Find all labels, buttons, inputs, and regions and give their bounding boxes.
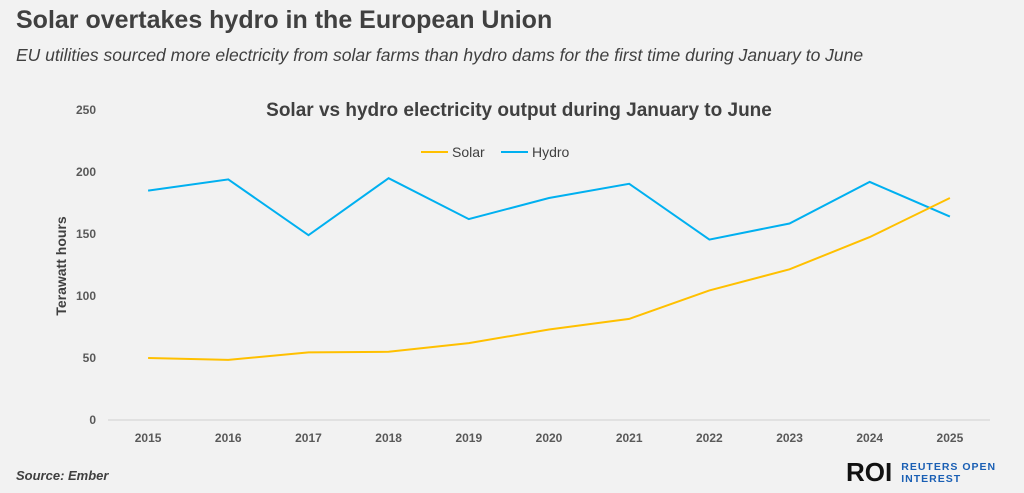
reuters-open-interest-logo: ROI REUTERS OPEN INTEREST	[846, 457, 996, 488]
x-tick-label: 2021	[616, 431, 643, 445]
logo-line-2: INTEREST	[901, 472, 962, 485]
x-tick-label: 2019	[455, 431, 482, 445]
x-tick-label: 2023	[776, 431, 803, 445]
series-line-hydro	[147, 177, 951, 241]
x-tick-label: 2016	[215, 431, 242, 445]
x-tick-label: 2022	[696, 431, 723, 445]
x-tick-label: 2017	[295, 431, 322, 445]
series-points-hydro	[146, 176, 952, 241]
logo-line-1: REUTERS OPEN	[901, 460, 997, 473]
logo-wordmark: REUTERS OPEN INTEREST	[901, 461, 996, 485]
y-tick-label: 200	[76, 165, 96, 179]
headline: Solar overtakes hydro in the European Un…	[16, 6, 553, 34]
y-axis-label: Terawatt hours	[53, 216, 69, 316]
series-points-solar	[146, 196, 952, 362]
series-line-solar	[148, 197, 951, 361]
logo-mark: ROI	[846, 457, 893, 487]
x-tick-label: 2025	[937, 431, 964, 445]
y-tick-label: 0	[89, 413, 96, 427]
x-tick-label: 2024	[856, 431, 883, 445]
legend: Solar Hydro	[421, 144, 570, 160]
subheadline: EU utilities sourced more electricity fr…	[16, 45, 864, 65]
x-tick-label: 2015	[135, 431, 162, 445]
x-tick-label: 2020	[536, 431, 563, 445]
chart-title: Solar vs hydro electricity output during…	[266, 100, 772, 121]
x-tick-label: 2018	[375, 431, 402, 445]
legend-label-solar: Solar	[452, 144, 485, 160]
source-note: Source: Ember	[16, 468, 109, 483]
y-tick-label: 50	[83, 351, 97, 365]
legend-label-hydro: Hydro	[532, 144, 570, 160]
y-tick-label: 100	[76, 289, 96, 303]
y-tick-label: 150	[76, 227, 96, 241]
x-axis-ticks: 2015 2016 2017 2018 2019 2020 2021 2022 2023 2024…	[135, 431, 964, 445]
y-tick-label: 250	[76, 103, 96, 117]
y-axis-ticks: 0 50 100 150 200 250	[76, 103, 96, 427]
